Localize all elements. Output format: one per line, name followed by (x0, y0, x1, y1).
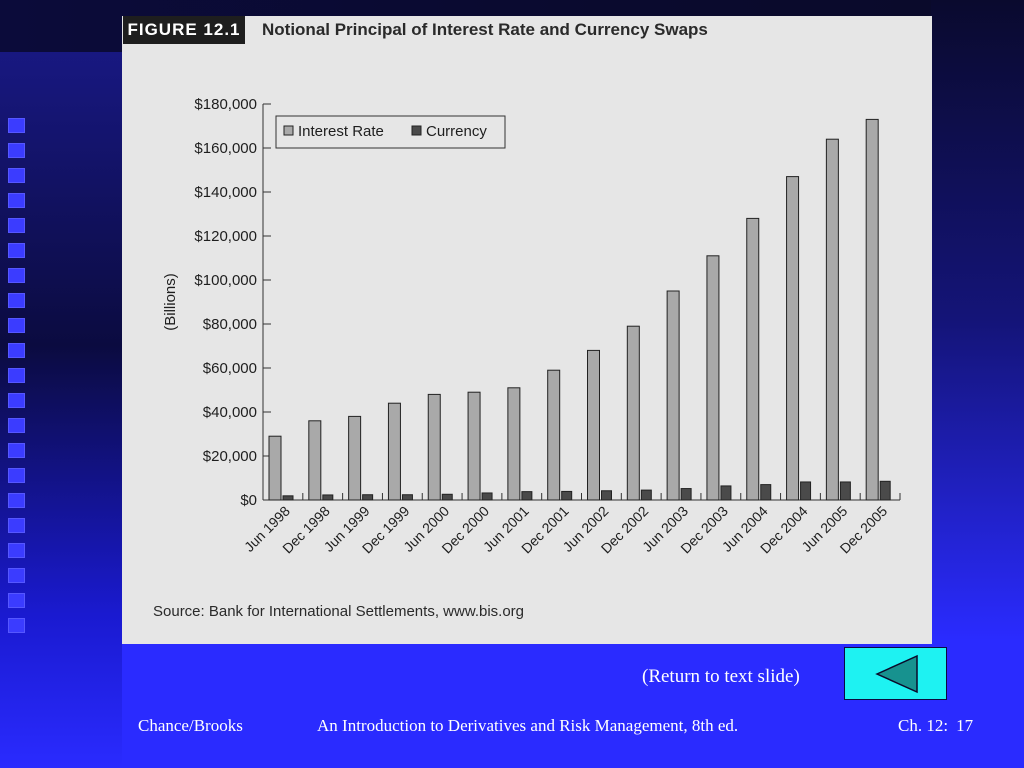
y-tick-label: $20,000 (203, 448, 257, 465)
interest-rate-bar (467, 391, 481, 501)
currency-bar (521, 491, 533, 501)
currency-bar (680, 488, 692, 501)
currency-bar (282, 495, 294, 501)
return-to-text-slide-link[interactable]: (Return to text slide) (642, 666, 800, 687)
y-tick-label: $0 (240, 492, 257, 509)
y-tick-label: $80,000 (203, 316, 257, 333)
y-tick-label: $140,000 (194, 184, 257, 201)
currency-bar (362, 494, 374, 501)
y-tick-label: $180,000 (194, 96, 257, 113)
y-tick-label: $100,000 (194, 272, 257, 289)
legend-swatch-interest-rate (283, 125, 294, 136)
figure-label: FIGURE 12.1 (123, 16, 245, 44)
interest-rate-bar (547, 369, 561, 501)
interest-rate-bar (825, 138, 839, 501)
interest-rate-bar (706, 255, 720, 501)
interest-rate-bar (587, 349, 600, 501)
interest-rate-bar (427, 393, 441, 501)
decorative-squares (8, 118, 25, 643)
interest-rate-bar (308, 420, 322, 501)
currency-bar (322, 494, 334, 501)
triangle-left-icon (875, 654, 918, 694)
legend-box (275, 115, 506, 149)
interest-rate-bar (786, 176, 800, 501)
legend-label-currency: Currency (426, 123, 487, 140)
interest-rate-bar (268, 435, 282, 501)
y-axis-label: (Billions) (162, 273, 179, 331)
footer-chapter: Ch. 12: (898, 716, 949, 735)
currency-bar (401, 494, 413, 501)
y-tick-label: $120,000 (194, 228, 257, 245)
legend-swatch-currency (411, 125, 422, 136)
figure-source: Source: Bank for International Settlemen… (153, 603, 525, 620)
y-tick-label: $160,000 (194, 140, 257, 157)
currency-bar (839, 481, 851, 501)
footer-book-title: An Introduction to Derivatives and Risk … (317, 716, 739, 735)
footer-page: 17 (956, 716, 974, 735)
interest-rate-bar (865, 118, 879, 501)
y-tick-label: $40,000 (203, 404, 257, 421)
interest-rate-bar (626, 325, 640, 501)
currency-bar (441, 493, 453, 501)
y-tick-label: $60,000 (203, 360, 257, 377)
currency-bar (640, 489, 652, 501)
currency-bar (561, 490, 573, 501)
interest-rate-bar (507, 387, 521, 501)
currency-bar (601, 490, 612, 501)
interest-rate-bar (666, 290, 680, 501)
figure-title: Notional Principal of Interest Rate and … (262, 20, 708, 39)
back-button[interactable] (844, 647, 947, 700)
currency-bar (800, 481, 812, 501)
interest-rate-bar (348, 415, 362, 501)
footer-page-number: Ch. 12: 17 (898, 716, 973, 736)
currency-bar (760, 484, 772, 501)
currency-bar (720, 485, 732, 501)
background-right (931, 0, 1024, 640)
interest-rate-bar (746, 217, 760, 501)
interest-rate-bar (387, 402, 401, 501)
currency-bar (481, 492, 493, 501)
chart: $0 $20,000 $40,000 $60,000 $80,000 $100,000 $1… (162, 96, 901, 557)
legend-label-interest-rate: Interest Rate (298, 123, 384, 140)
currency-bar (879, 480, 891, 501)
footer-author: Chance/Brooks (138, 716, 243, 735)
